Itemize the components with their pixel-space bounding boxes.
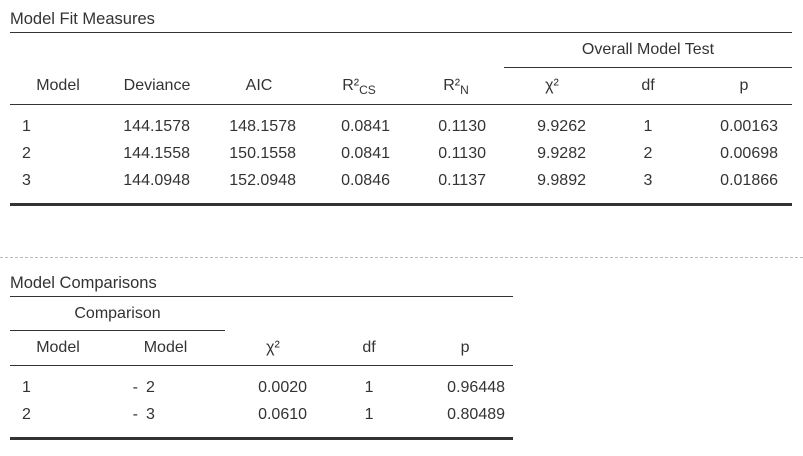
- cell-p: 0.80489: [447, 406, 506, 423]
- col-header-model: Model: [10, 67, 106, 105]
- cell-deviance: 144.0948: [123, 172, 190, 189]
- cell-r2n: 0.1130: [438, 118, 486, 135]
- cell-p: 0.00163: [720, 118, 779, 135]
- col-header-r2cs: R²CS: [310, 67, 408, 105]
- r2n-sub: N: [460, 82, 469, 97]
- col-header-aic: AIC: [208, 67, 310, 105]
- r2cs-sub: CS: [359, 82, 376, 97]
- cell-model-b: 3: [146, 406, 155, 423]
- cell-p: 0.96448: [447, 379, 506, 396]
- r2cs-base: R²: [342, 76, 360, 94]
- overall-model-test-header: Overall Model Test: [504, 32, 793, 68]
- col-header-chi2: χ²: [225, 330, 322, 366]
- col-header-model-a: Model: [10, 330, 106, 366]
- cell-aic: 152.0948: [229, 172, 296, 189]
- cell-model-a: 1: [22, 379, 31, 396]
- empty-span-cell: [10, 33, 504, 68]
- empty-span-cell: [225, 297, 513, 331]
- cell-model: 1: [22, 118, 31, 135]
- cell-aic: 150.1558: [229, 145, 296, 162]
- col-header-p: p: [696, 67, 793, 105]
- model-fit-measures-section: Model Fit Measures Overall Model Test Mo…: [10, 6, 793, 206]
- cell-p: 0.00698: [720, 145, 779, 162]
- cell-r2cs: 0.0841: [341, 118, 390, 135]
- cell-chi2: 9.9892: [537, 172, 586, 189]
- cell-r2cs: 0.0846: [341, 172, 390, 189]
- cell-deviance: 144.1578: [123, 118, 190, 135]
- comparison-group-header: Comparison: [10, 296, 226, 331]
- col-header-df: df: [600, 67, 696, 105]
- cell-deviance: 144.1558: [123, 145, 190, 162]
- cell-df: 1: [364, 406, 374, 423]
- cell-df: 3: [643, 172, 653, 189]
- col-header-deviance: Deviance: [106, 67, 208, 105]
- cell-p: 0.01866: [720, 172, 779, 189]
- model-fit-title: Model Fit Measures: [10, 10, 155, 28]
- table-row: 2 144.1558 150.1558 0.0841 0.1130 9.9282…: [10, 140, 792, 167]
- table-row: 1 - 2 0.0020 1 0.96448: [10, 366, 513, 402]
- table-row: 2 - 3 0.0610 1 0.80489: [10, 401, 513, 439]
- cell-r2n: 0.1137: [438, 172, 486, 189]
- col-header-model-b: Model: [106, 330, 226, 366]
- r2n-base: R²: [443, 76, 461, 94]
- model-comparisons-title: Model Comparisons: [10, 274, 157, 292]
- cell-model-a: 2: [22, 406, 31, 423]
- cell-model: 3: [22, 172, 31, 189]
- cell-model-b: 2: [146, 379, 155, 396]
- cell-r2cs: 0.0841: [341, 145, 390, 162]
- cell-df: 1: [364, 379, 374, 396]
- section-divider: [0, 257, 803, 258]
- cell-df: 1: [643, 118, 653, 135]
- col-header-r2n: R²N: [408, 67, 504, 105]
- col-header-p: p: [417, 330, 514, 366]
- cell-df: 2: [643, 145, 653, 162]
- cell-separator: -: [132, 379, 138, 396]
- table-row: 3 144.0948 152.0948 0.0846 0.1137 9.9892…: [10, 167, 792, 205]
- cell-r2n: 0.1130: [438, 145, 486, 162]
- cell-separator: -: [132, 406, 138, 423]
- model-comparisons-table: Comparison Model Model χ² df p 1 - 2 0.0…: [10, 296, 514, 440]
- cell-chi2: 9.9282: [537, 145, 586, 162]
- cell-aic: 148.1578: [229, 118, 296, 135]
- cell-model: 2: [22, 145, 31, 162]
- model-fit-table: Overall Model Test Model Deviance AIC R²…: [10, 32, 793, 206]
- table-row: 1 144.1578 148.1578 0.0841 0.1130 9.9262…: [10, 105, 792, 141]
- cell-chi2: 0.0020: [258, 379, 308, 396]
- col-header-chi2: χ²: [504, 67, 600, 105]
- model-comparisons-section: Model Comparisons Comparison Model Model…: [10, 270, 514, 440]
- cell-chi2: 9.9262: [537, 118, 586, 135]
- cell-chi2: 0.0610: [258, 406, 308, 423]
- col-header-df: df: [321, 330, 418, 366]
